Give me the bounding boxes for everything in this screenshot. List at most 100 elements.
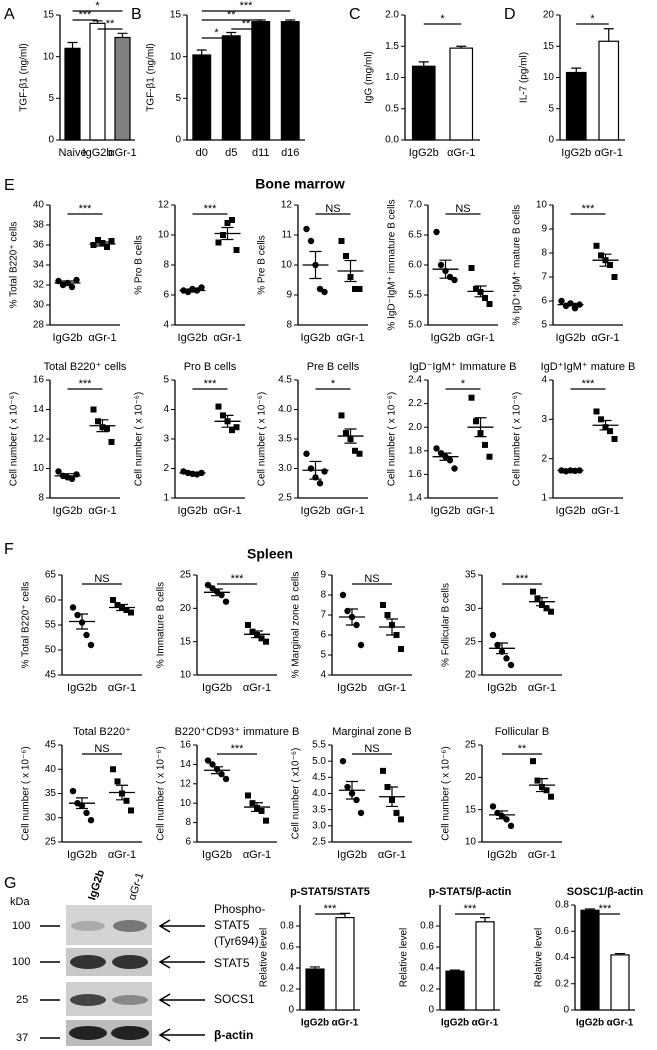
- error-bar: [439, 452, 452, 461]
- point: [95, 418, 101, 425]
- point: [543, 605, 550, 612]
- y-axis-label: Relative level: [399, 928, 410, 987]
- y-axis-label: % Immature B cells: [156, 582, 167, 668]
- y-tick-label: 5: [320, 650, 326, 661]
- point: [218, 591, 225, 599]
- y-tick-label: 10: [170, 51, 182, 62]
- panel-letter: B: [131, 6, 142, 23]
- y-tick-label: 15: [543, 41, 555, 52]
- x-tick-label: IgG2b: [202, 849, 232, 861]
- blot-band: [70, 994, 106, 1006]
- x-tick-label: αGr-1: [528, 849, 556, 861]
- x-tick-label: IgG2b: [53, 505, 83, 517]
- y-tick-label: 3.5: [312, 804, 326, 815]
- point: [593, 408, 600, 415]
- y-tick-label: 0.8: [420, 921, 434, 932]
- y-tick-label: 10: [180, 798, 192, 809]
- y-axis-label: Cell number ( x 10⁻⁶): [257, 392, 268, 486]
- y-axis-label: TGF-β1 (ng/ml): [146, 43, 157, 112]
- x-tick-label: IgG2b: [301, 1018, 329, 1029]
- significance-label: *: [440, 13, 445, 25]
- bar: [580, 909, 600, 1011]
- significance-label: ***: [464, 903, 478, 915]
- point: [204, 581, 212, 589]
- x-tick-label: αGr-1: [88, 332, 116, 344]
- y-tick-label: 1: [541, 493, 547, 504]
- bar: [305, 968, 325, 1011]
- point: [90, 242, 97, 248]
- point: [384, 612, 391, 618]
- chart-title: IgD⁺IgM⁺ mature B: [541, 361, 636, 373]
- chart-title: IgD⁻IgM⁺ Immature B: [410, 361, 517, 373]
- error-bar: [61, 280, 74, 286]
- y-axis-label: Cell number ( x 10⁻⁶): [387, 392, 398, 486]
- y-tick-label: 0.4: [555, 952, 569, 963]
- significance-label: ***: [79, 9, 93, 21]
- x-tick-label: d5: [225, 147, 237, 159]
- error-bar: [116, 603, 128, 612]
- y-axis-label: % Marginal zone B cells: [291, 572, 302, 679]
- error-bar: [439, 259, 452, 279]
- blot-unit: kDa: [10, 896, 30, 908]
- point: [398, 646, 404, 652]
- significance-label: *: [331, 378, 336, 390]
- point: [548, 608, 554, 615]
- point: [357, 641, 365, 649]
- y-axis-label: Cell number ( x 10⁻⁶): [441, 746, 452, 840]
- y-tick-label: 20: [180, 603, 192, 614]
- point: [87, 641, 95, 649]
- error-bar: [96, 241, 109, 247]
- chart-title: Follicular B: [495, 726, 549, 738]
- error-bar: [474, 285, 487, 298]
- point: [433, 445, 440, 452]
- x-tick-label: IgG2b: [301, 505, 331, 517]
- error-bar: [599, 253, 612, 267]
- y-tick-label: 6: [541, 296, 547, 307]
- bar: [565, 71, 587, 141]
- y-tick-label: 20: [465, 670, 477, 681]
- x-tick-label: αGr-1: [332, 1018, 359, 1029]
- point: [245, 792, 251, 799]
- y-tick-label: 2.0: [408, 422, 422, 433]
- point: [307, 237, 315, 245]
- error-bar: [496, 642, 508, 655]
- y-tick-label: 1.5: [385, 41, 399, 52]
- y-tick-label: 20: [465, 772, 477, 783]
- kda-marker: 37: [16, 1032, 28, 1044]
- point: [316, 480, 324, 487]
- point: [598, 416, 604, 423]
- point: [451, 465, 458, 472]
- blot-band: [111, 1026, 149, 1040]
- y-tick-label: 3: [541, 414, 547, 425]
- y-axis-label: % IgD⁺IgM⁺ mature B cells: [512, 205, 523, 326]
- point: [224, 220, 231, 226]
- point: [530, 588, 536, 595]
- arrow: [158, 993, 205, 1007]
- point: [128, 609, 134, 616]
- y-tick-label: 0.6: [280, 942, 294, 953]
- point: [543, 787, 550, 794]
- point: [352, 447, 358, 454]
- y-tick-label: 10: [33, 463, 45, 474]
- y-tick-label: 4.0: [312, 788, 326, 799]
- y-tick-label: 2.5: [312, 837, 326, 848]
- y-tick-label: 10: [465, 837, 477, 848]
- point: [534, 777, 541, 784]
- y-tick-label: 15: [170, 10, 182, 21]
- point: [249, 628, 256, 635]
- x-tick-label: αGr-1: [378, 682, 406, 694]
- arrow: [158, 955, 205, 969]
- x-tick-label: IgG2b: [431, 332, 461, 344]
- section-title: Bone marrow: [255, 176, 345, 192]
- section-letter: G: [4, 875, 16, 892]
- y-tick-label: 0: [288, 1005, 294, 1016]
- point: [343, 430, 349, 437]
- kda-marker: 100: [12, 920, 30, 932]
- y-tick-label: 1.8: [408, 445, 422, 456]
- x-tick-label: IgG2b: [561, 147, 591, 159]
- point: [473, 286, 479, 292]
- error-bar: [564, 469, 577, 472]
- bar: [192, 54, 212, 141]
- y-tick-label: 12: [158, 200, 170, 211]
